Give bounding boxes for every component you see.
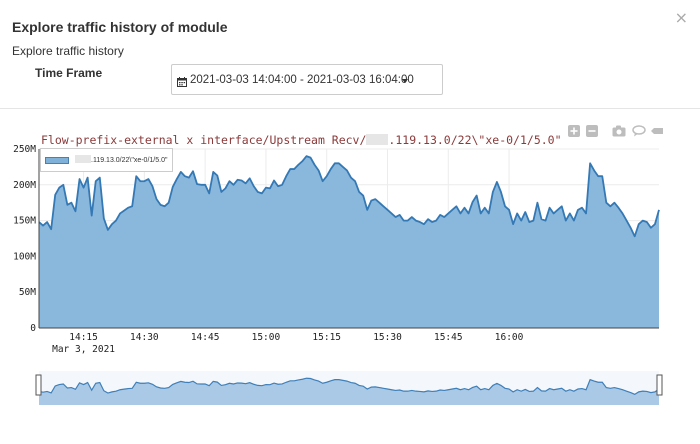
legend-label: .119.13.0/22\"xe-0/1/5.0" xyxy=(75,155,167,164)
range-handle-right[interactable] xyxy=(656,374,663,396)
range-handle-left[interactable] xyxy=(35,374,42,396)
zoom-out-icon[interactable] xyxy=(586,124,598,142)
y-tick-label: 100M xyxy=(13,251,36,262)
chart-area-layer xyxy=(38,155,660,328)
x-tick-label: 14:45 xyxy=(191,332,220,343)
redacted-block xyxy=(75,155,91,163)
x-tick-label: 15:00 xyxy=(252,332,281,343)
redacted-block xyxy=(366,134,389,145)
legend-label-text: .119.13.0/22\"xe-0/1/5.0" xyxy=(91,157,168,164)
x-tick-label: 14:30 xyxy=(130,332,159,343)
y-tick-label: 200M xyxy=(13,180,36,191)
chart-title-suffix: .119.13.0/22\"xe-0/1/5.0" xyxy=(388,133,562,147)
x-date-label: Mar 3, 2021 xyxy=(52,344,115,355)
section-subtitle: Explore traffic history xyxy=(12,44,124,58)
range-area xyxy=(39,378,659,405)
legend-swatch xyxy=(45,157,69,164)
y-tick-label: 150M xyxy=(13,216,36,227)
traffic-chart[interactable]: 250M 200M 150M 100M 50M 0 14:15 14:30 14:45 15:00… xyxy=(0,109,700,444)
eraser-icon[interactable] xyxy=(650,124,664,142)
series-area xyxy=(39,156,659,328)
y-tick-label: 250M xyxy=(13,144,36,155)
chart-title: Flow-prefix-external x interface/Upstrea… xyxy=(41,133,562,147)
zoom-in-icon[interactable] xyxy=(568,124,580,142)
series-line xyxy=(38,155,660,238)
y-tick-label: 0 xyxy=(30,323,36,334)
chart-axes: 250M 200M 150M 100M 50M 0 14:15 14:30 14:45 15:00… xyxy=(13,144,659,355)
y-tick-label: 50M xyxy=(19,287,36,298)
modal-title: Explore traffic history of module xyxy=(12,19,228,35)
close-icon[interactable]: × xyxy=(674,8,688,27)
calendar-icon xyxy=(177,74,187,92)
comment-icon[interactable] xyxy=(632,124,646,142)
divider xyxy=(0,108,700,109)
chart-title-prefix: Flow-prefix-external x interface/Upstrea… xyxy=(41,133,367,147)
x-tick-label: 16:00 xyxy=(495,332,524,343)
range-line xyxy=(38,377,660,396)
x-tick-label: 15:30 xyxy=(373,332,402,343)
camera-icon[interactable] xyxy=(612,124,626,142)
timeframe-dropdown[interactable]: 2021-03-03 14:04:00 - 2021-03-03 16:04:0… xyxy=(171,64,443,95)
chart-legend: .119.13.0/22\"xe-0/1/5.0" xyxy=(40,148,173,172)
timeframe-value: 2021-03-03 14:04:00 - 2021-03-03 16:04:0… xyxy=(190,74,414,86)
chevron-down-icon xyxy=(402,79,408,83)
x-tick-label: 15:15 xyxy=(312,332,341,343)
range-selector xyxy=(35,371,663,405)
x-tick-label: 14:15 xyxy=(69,332,98,343)
x-tick-label: 15:45 xyxy=(434,332,463,343)
timeframe-label: Time Frame xyxy=(35,66,103,80)
